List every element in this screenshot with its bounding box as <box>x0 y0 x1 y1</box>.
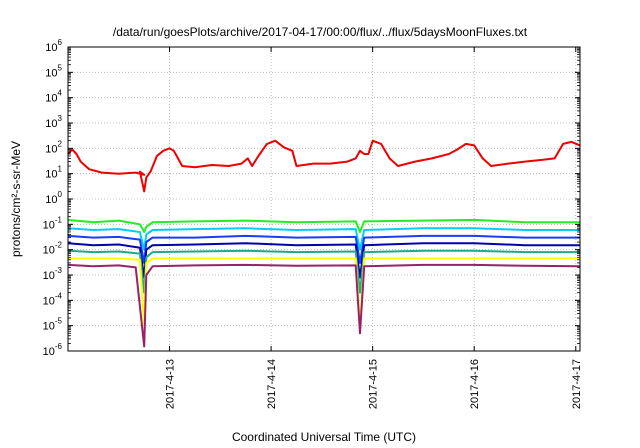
y-tick-label: 106 <box>45 38 62 54</box>
x-tick-label: 2017-4-17 <box>571 359 583 409</box>
y-tick-label: 102 <box>45 139 62 155</box>
x-tick-label: 2017-4-15 <box>368 359 380 409</box>
y-tick-label: 10-4 <box>43 291 63 307</box>
x-tick-label: 2017-4-14 <box>266 359 278 409</box>
series-line <box>67 249 580 294</box>
y-tick-label: 103 <box>45 114 62 130</box>
x-axis-title: Coordinated Universal Time (UTC) <box>232 430 416 444</box>
y-tick-label: 10-1 <box>43 215 63 231</box>
y-tick-label: 100 <box>45 190 62 206</box>
y-axis-title: protons/cm²-s-sr-MeV <box>9 141 23 257</box>
series-line <box>67 218 580 233</box>
series-line <box>67 227 580 251</box>
series-line <box>67 139 581 193</box>
y-tick-label: 10-5 <box>43 317 63 333</box>
series-lines <box>67 139 581 348</box>
series-line <box>67 242 580 279</box>
y-tick-label: 10-3 <box>43 266 63 282</box>
y-tick-label: 104 <box>45 89 62 105</box>
series-line <box>67 234 580 264</box>
x-tick-label: 2017-4-16 <box>469 359 481 409</box>
series-line <box>67 263 581 348</box>
axes: 10-6 10-5 10-4 10-3 10-2 10-1 100 101 102 103 104 1… <box>43 38 583 409</box>
x-tick-label: 2017-4-13 <box>165 359 177 409</box>
y-tick-label: 10-6 <box>43 342 63 358</box>
chart-title: /data/run/goesPlots/archive/2017-04-17/0… <box>113 25 528 39</box>
series-line <box>68 257 580 327</box>
y-tick-label: 101 <box>45 165 62 181</box>
y-tick-label: 10-2 <box>43 241 63 257</box>
y-tick-label: 105 <box>45 63 62 79</box>
grid <box>68 47 580 351</box>
